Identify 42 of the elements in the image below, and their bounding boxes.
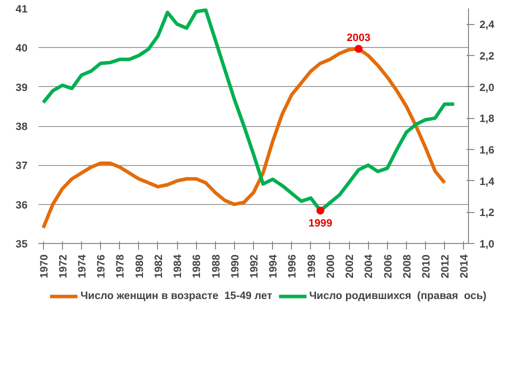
x-tick-label: 2014 (458, 254, 471, 278)
x-tick-label: 1984 (172, 254, 184, 278)
x-tick-label: 1988 (210, 254, 222, 278)
y2-tick-label: 1,4 (480, 176, 494, 188)
y-tick-label: 35 (16, 238, 28, 250)
x-tick-label: 1974 (76, 254, 88, 278)
x-tick-label: 2012 (440, 254, 452, 278)
x-tick-label: 1982 (152, 254, 165, 278)
x-tick-label: 1970 (38, 254, 50, 278)
x-tick-label: 1976 (96, 254, 108, 278)
legend-label: Число женщин в возрасте 15-49 лет (80, 290, 272, 302)
y2-tick-label: 1,6 (480, 144, 494, 156)
y-tick-label: 36 (16, 199, 28, 212)
annotation: 1999 (308, 218, 332, 230)
x-tick-label: 2002 (344, 254, 356, 278)
annotation: 2003 (346, 32, 371, 44)
y-tick-label: 40 (16, 42, 28, 55)
x-tick-label: 1994 (268, 254, 280, 278)
x-tick-label: 1972 (57, 254, 70, 278)
y2-tick-label: 2,4 (480, 19, 494, 32)
y-tick-label: 38 (16, 121, 28, 133)
y2-tick-label: 1,8 (480, 113, 494, 126)
x-tick-label: 2006 (382, 254, 394, 278)
y2-tick-label: 1,2 (480, 207, 494, 220)
y2-tick-label: 2,0 (480, 82, 494, 94)
x-tick-label: 2008 (401, 254, 414, 278)
x-tick-label: 1978 (114, 254, 127, 278)
legend-label: Число родившихся (правая ось) (309, 290, 486, 302)
x-tick-label: 1980 (134, 254, 146, 278)
x-tick-label: 2010 (420, 254, 432, 278)
x-tick-label: 2000 (324, 254, 337, 278)
y-tick-label: 37 (16, 160, 28, 172)
x-tick-label: 1998 (306, 254, 318, 278)
x-tick-label: 1992 (248, 254, 260, 278)
y-tick-label: 41 (16, 4, 28, 16)
x-tick-label: 1990 (229, 254, 242, 278)
x-tick-label: 2004 (363, 254, 376, 278)
y-tick-label: 39 (16, 82, 28, 94)
x-tick-label: 1996 (286, 254, 299, 278)
x-tick-label: 1986 (191, 254, 204, 278)
y2-tick-label: 1,0 (480, 238, 494, 250)
y2-tick-label: 2,2 (480, 50, 494, 62)
